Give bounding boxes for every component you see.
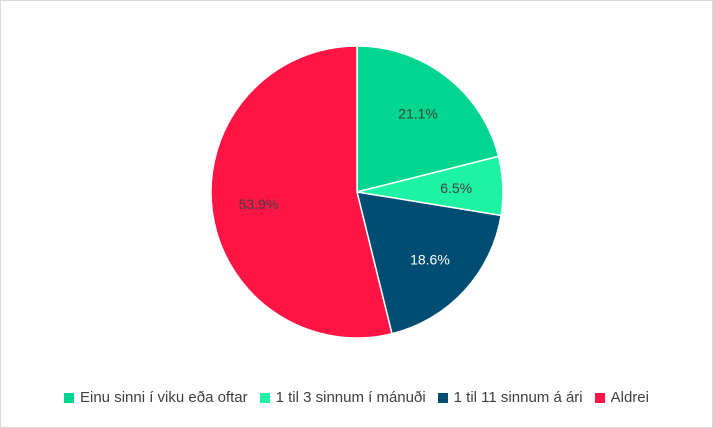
legend-item: Einu sinni í viku eða oftar [64, 389, 248, 406]
data-label: 6.5% [440, 180, 472, 196]
legend-swatch [259, 392, 270, 403]
pie-slice [356, 191, 502, 335]
legend-swatch [437, 392, 448, 403]
data-label: 18.6% [410, 251, 450, 267]
legend-swatch [64, 392, 74, 403]
data-label: 53.9% [239, 196, 279, 212]
legend-label: Einu sinni í viku eða oftar [80, 389, 248, 406]
legend-label: 1 til 3 sinnum í mánuði [275, 389, 426, 406]
pie-slice [210, 45, 393, 339]
pie-chart: 21.1% 6.5% 18.6% 53.9% [210, 45, 504, 339]
legend-label: Aldrei [610, 389, 649, 406]
legend-swatch [594, 392, 605, 403]
legend-item: Aldrei [594, 389, 649, 406]
legend-item: 1 til 11 sinnum á ári [437, 389, 583, 406]
pie-slice [356, 45, 500, 193]
legend-item: 1 til 3 sinnum í mánuði [259, 389, 426, 406]
legend-label: 1 til 11 sinnum á ári [453, 389, 583, 406]
legend: Einu sinni í viku eða oftar 1 til 3 sinn… [1, 389, 712, 406]
data-label: 21.1% [398, 106, 438, 122]
